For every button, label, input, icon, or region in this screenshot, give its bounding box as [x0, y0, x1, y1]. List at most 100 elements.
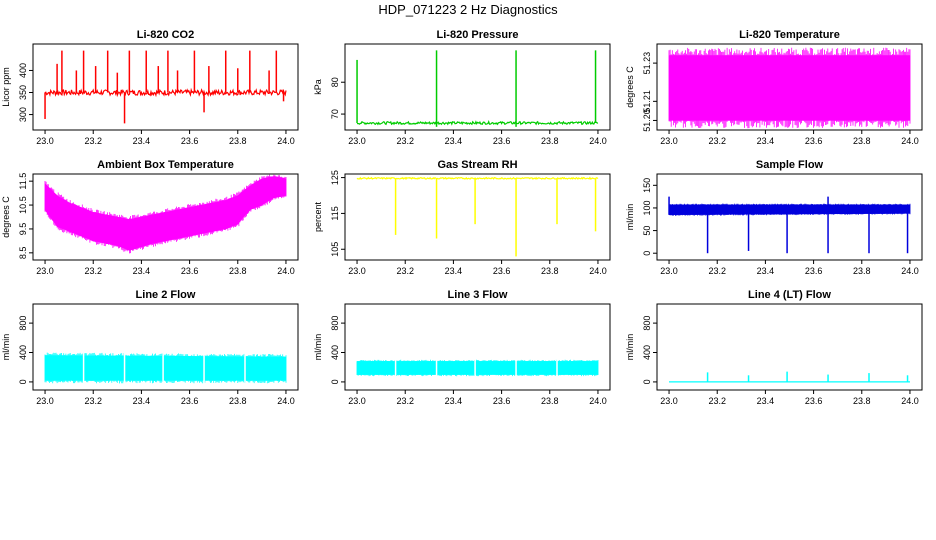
y-tick-label: 51.20 [642, 109, 652, 132]
x-tick-label: 23.8 [541, 396, 559, 406]
x-tick-label: 23.8 [541, 136, 559, 146]
y-tick-label: 400 [18, 63, 28, 78]
y-tick-label: 51.21 [642, 90, 652, 113]
y-axis-label: kPa [313, 79, 323, 95]
x-tick-label: 23.6 [805, 266, 823, 276]
y-tick-label: 100 [642, 200, 652, 215]
plot-frame [656, 43, 923, 131]
chart-panel-8: Line 3 Flow 23.0 23.2 23.4 23.6 23.8 24.0 0 400 8… [313, 289, 611, 406]
y-tick-label: 10.5 [18, 196, 28, 214]
x-tick-label: 23.6 [493, 136, 511, 146]
panel-title: Ambient Box Temperature [97, 159, 234, 171]
data-noise [356, 359, 599, 377]
x-tick-label: 23.8 [853, 266, 871, 276]
x-tick-label: 23.2 [84, 136, 102, 146]
y-tick-label: 80 [330, 77, 340, 87]
x-tick-label: 23.4 [445, 396, 463, 406]
y-tick-label: 115 [330, 206, 340, 220]
y-tick-label: 0 [18, 379, 28, 384]
x-tick-label: 24.0 [589, 136, 607, 146]
y-axis-label: degrees C [625, 66, 635, 108]
plot-frame [344, 43, 611, 131]
x-tick-label: 23.2 [708, 396, 726, 406]
y-tick-label: 50 [642, 226, 652, 236]
x-tick-label: 23.0 [36, 136, 54, 146]
x-tick-label: 23.6 [805, 396, 823, 406]
x-tick-label: 23.0 [348, 396, 366, 406]
y-tick-label: 800 [330, 316, 340, 331]
y-tick-label: 8.5 [18, 247, 28, 260]
y-tick-label: 0 [642, 251, 652, 256]
x-tick-label: 23.8 [229, 396, 247, 406]
panel-title: Li-820 Pressure [437, 29, 519, 41]
plot-frame [32, 173, 299, 261]
x-tick-label: 23.2 [84, 266, 102, 276]
plot-frame [656, 173, 923, 261]
x-tick-label: 23.2 [84, 396, 102, 406]
x-tick-label: 23.0 [660, 266, 678, 276]
chart-panel-1: Li-820 CO2 23.0 23.2 23.4 23.6 23.8 24.0 300 350… [1, 29, 299, 146]
chart-panel-4: Ambient Box Temperature 23.0 23.2 23.4 23.6 2… [1, 159, 299, 276]
panel-title: Li-820 CO2 [137, 29, 194, 41]
panel-title: Li-820 Temperature [739, 29, 840, 41]
chart-panel-9: Line 4 (LT) Flow 23.0 23.2 23.4 23.6 23.8 24.0… [625, 289, 923, 406]
y-tick-label: 11.5 [18, 173, 28, 190]
chart-panel-2: Li-820 Pressure 23.0 23.2 23.4 23.6 23.8 24.0 7… [313, 29, 611, 146]
x-tick-label: 23.0 [348, 266, 366, 276]
x-tick-label: 23.4 [133, 136, 151, 146]
x-tick-label: 23.8 [853, 136, 871, 146]
chart-panel-5: Gas Stream RH 23.0 23.2 23.4 23.6 23.8 24.0 105… [313, 159, 611, 276]
y-tick-label: 800 [642, 316, 652, 331]
x-tick-label: 23.6 [493, 396, 511, 406]
plot-frame [344, 303, 611, 391]
x-tick-label: 23.6 [181, 266, 199, 276]
x-tick-label: 23.0 [36, 266, 54, 276]
data-noise [44, 174, 287, 254]
y-tick-label: 400 [330, 345, 340, 360]
chart-panel-7: Line 2 Flow 23.0 23.2 23.4 23.6 23.8 24.0 0 400 8… [1, 289, 299, 406]
y-axis-label: degrees C [1, 196, 11, 238]
x-tick-label: 23.8 [229, 136, 247, 146]
y-tick-label: 70 [330, 109, 340, 119]
x-tick-label: 23.2 [708, 266, 726, 276]
plot-frame [656, 303, 923, 391]
y-axis-label: percent [313, 201, 323, 232]
x-tick-label: 23.0 [36, 396, 54, 406]
x-tick-label: 24.0 [277, 266, 295, 276]
y-tick-label: 9.5 [18, 223, 28, 236]
x-tick-label: 23.4 [445, 136, 463, 146]
data-noise [668, 203, 911, 216]
x-tick-label: 23.8 [229, 266, 247, 276]
x-tick-label: 23.6 [181, 396, 199, 406]
panel-title: Sample Flow [756, 159, 824, 171]
x-tick-label: 23.4 [133, 266, 151, 276]
x-tick-label: 23.0 [660, 136, 678, 146]
x-tick-label: 23.2 [396, 136, 414, 146]
x-tick-label: 23.2 [708, 136, 726, 146]
plot-frame [344, 173, 611, 261]
y-axis-label: ml/min [1, 334, 11, 361]
y-tick-label: 800 [18, 316, 28, 331]
plot-frame [32, 43, 299, 131]
x-tick-label: 24.0 [277, 396, 295, 406]
x-tick-label: 23.2 [396, 266, 414, 276]
x-tick-label: 23.4 [757, 136, 775, 146]
y-tick-label: 0 [642, 379, 652, 384]
x-tick-label: 23.0 [660, 396, 678, 406]
x-tick-label: 23.4 [757, 396, 775, 406]
x-tick-label: 23.0 [348, 136, 366, 146]
y-axis-label: ml/min [625, 204, 635, 231]
y-axis-label: Licor ppm [1, 67, 11, 107]
x-tick-label: 24.0 [901, 136, 919, 146]
panel-title: Line 4 (LT) Flow [748, 289, 831, 301]
x-tick-label: 23.6 [493, 266, 511, 276]
x-tick-label: 24.0 [589, 396, 607, 406]
x-tick-label: 23.8 [541, 266, 559, 276]
y-axis-label: ml/min [313, 334, 323, 361]
y-tick-label: 350 [18, 85, 28, 100]
y-tick-label: 300 [18, 107, 28, 122]
data-line [356, 176, 599, 181]
x-tick-label: 23.4 [445, 266, 463, 276]
y-tick-label: 0 [330, 379, 340, 384]
